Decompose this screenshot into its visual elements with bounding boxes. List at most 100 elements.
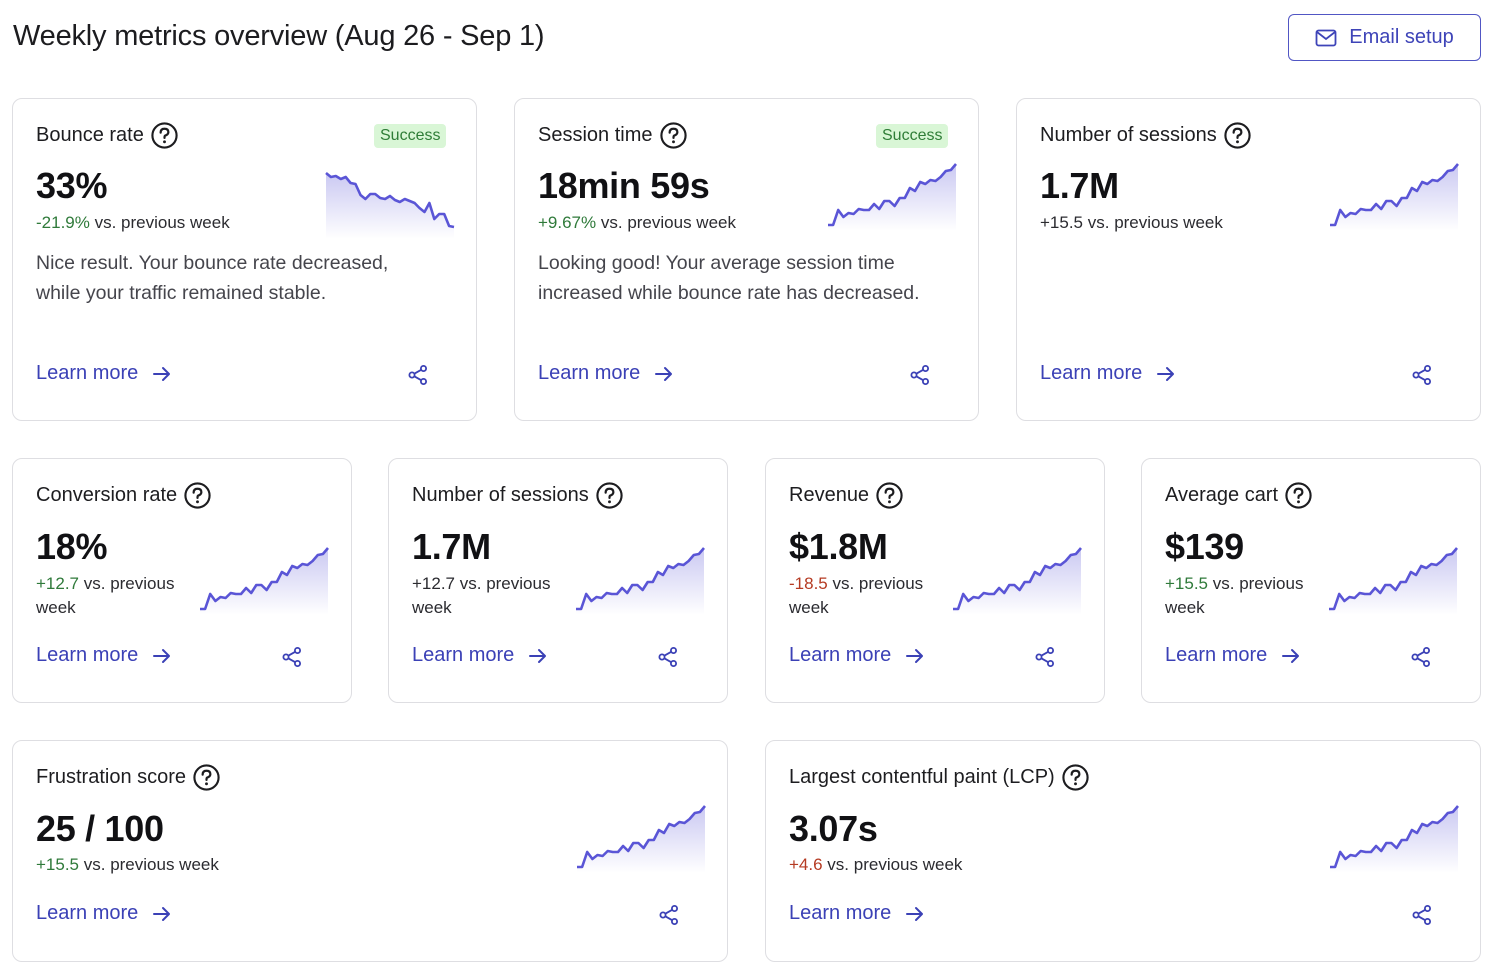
sparkline-chart bbox=[577, 805, 706, 873]
delta-value: -21.9% bbox=[36, 213, 90, 232]
email-setup-label: Email setup bbox=[1349, 26, 1454, 48]
learn-more-link[interactable]: Learn more bbox=[538, 362, 674, 385]
sparkline-chart bbox=[200, 547, 329, 615]
metric-card-number-of-sessions-2: Number of sessions 1.7M +12.7 vs. previo… bbox=[388, 458, 728, 703]
card-title: Bounce rate bbox=[36, 124, 144, 146]
sparkline-area bbox=[1329, 548, 1457, 615]
delta-line: +15.5 vs. previous week bbox=[1040, 211, 1223, 235]
help-icon[interactable] bbox=[595, 481, 624, 510]
card-title: Largest contentful paint (LCP) bbox=[789, 766, 1055, 788]
delta-line: +12.7 vs. previous week bbox=[36, 572, 196, 620]
delta-label: vs. previous week bbox=[412, 574, 551, 617]
delta-label: vs. previous week bbox=[789, 574, 924, 617]
metric-card-average-cart: Average cart $139 +15.5 vs. previous wee… bbox=[1141, 458, 1481, 703]
arrow-right-icon bbox=[153, 648, 171, 663]
delta-label: vs. previous week bbox=[36, 574, 175, 617]
share-icon[interactable] bbox=[909, 364, 931, 386]
arrow-right-icon bbox=[906, 648, 924, 663]
learn-more-link[interactable]: Learn more bbox=[789, 902, 925, 925]
learn-more-link[interactable]: Learn more bbox=[36, 644, 172, 667]
delta-line: -18.5 vs. previous week bbox=[789, 572, 949, 620]
help-icon[interactable] bbox=[1061, 763, 1090, 792]
share-icon[interactable] bbox=[1410, 646, 1432, 668]
card-title: Average cart bbox=[1165, 484, 1279, 506]
delta-value: +12.7 bbox=[412, 574, 456, 593]
status-badge: Success bbox=[374, 124, 447, 148]
learn-more-link[interactable]: Learn more bbox=[789, 644, 925, 667]
sparkline-chart bbox=[576, 547, 705, 615]
sparkline-chart bbox=[1330, 805, 1459, 873]
delta-line: +15.5 vs. previous week bbox=[1165, 572, 1325, 620]
help-icon[interactable] bbox=[659, 121, 688, 150]
learn-more-link[interactable]: Learn more bbox=[36, 902, 172, 925]
delta-label: vs. previous week bbox=[83, 855, 219, 874]
learn-more-link[interactable]: Learn more bbox=[1040, 362, 1176, 385]
sparkline-area bbox=[326, 173, 454, 239]
card-title: Number of sessions bbox=[1040, 124, 1217, 146]
share-icon[interactable] bbox=[657, 646, 679, 668]
card-title: Session time bbox=[538, 124, 653, 146]
status-badge: Success bbox=[876, 124, 949, 148]
email-setup-button[interactable]: Email setup bbox=[1288, 14, 1481, 61]
sparkline-chart bbox=[828, 163, 957, 231]
delta-label: vs. previous week bbox=[827, 855, 963, 874]
delta-line: -21.9% vs. previous week bbox=[36, 211, 230, 235]
metric-value: $1.8M bbox=[789, 526, 888, 567]
metric-value: 1.7M bbox=[412, 526, 491, 567]
mail-icon bbox=[1315, 29, 1337, 46]
share-icon[interactable] bbox=[1034, 646, 1056, 668]
delta-label: vs. previous week bbox=[94, 213, 230, 232]
share-icon[interactable] bbox=[658, 904, 680, 926]
sparkline-chart bbox=[325, 171, 455, 239]
learn-more-link[interactable]: Learn more bbox=[36, 362, 172, 385]
delta-value: +15.5 bbox=[1040, 213, 1084, 232]
sparkline-area bbox=[1330, 164, 1458, 231]
card-title: Conversion rate bbox=[36, 484, 178, 506]
sparkline-line bbox=[577, 805, 706, 869]
share-icon[interactable] bbox=[281, 646, 303, 668]
delta-value: -18.5 bbox=[789, 574, 828, 593]
delta-label: vs. previous week bbox=[1087, 213, 1223, 232]
metric-card-session-time: Session time Success 18min 59s +9.67% vs… bbox=[514, 98, 979, 421]
help-icon[interactable] bbox=[875, 481, 904, 510]
card-title: Revenue bbox=[789, 484, 870, 506]
delta-line: +9.67% vs. previous week bbox=[538, 211, 736, 235]
metric-card-frustration-score: Frustration score 25 / 100 +15.5 vs. pre… bbox=[12, 740, 728, 962]
sparkline-line bbox=[1329, 547, 1458, 611]
help-icon[interactable] bbox=[150, 121, 179, 150]
sparkline-area bbox=[576, 548, 704, 615]
metric-value: 18min 59s bbox=[538, 165, 710, 206]
help-icon[interactable] bbox=[183, 481, 212, 510]
card-title: Number of sessions bbox=[412, 484, 589, 506]
sparkline-line bbox=[1330, 163, 1459, 227]
arrow-right-icon bbox=[1282, 648, 1300, 663]
delta-label: vs. previous week bbox=[1165, 574, 1304, 617]
delta-value: +15.5 bbox=[1165, 574, 1209, 593]
share-icon[interactable] bbox=[407, 364, 429, 386]
help-icon[interactable] bbox=[1223, 121, 1252, 150]
delta-value: +12.7 bbox=[36, 574, 80, 593]
sparkline-line bbox=[828, 163, 957, 227]
learn-more-link[interactable]: Learn more bbox=[1165, 644, 1301, 667]
arrow-right-icon bbox=[906, 906, 924, 921]
metric-card-revenue: Revenue $1.8M -18.5 vs. previous week Le… bbox=[765, 458, 1105, 703]
help-icon[interactable] bbox=[1284, 481, 1313, 510]
delta-value: +4.6 bbox=[789, 855, 823, 874]
metric-card-number-of-sessions: Number of sessions 1.7M +15.5 vs. previo… bbox=[1016, 98, 1481, 421]
learn-more-link[interactable]: Learn more bbox=[412, 644, 548, 667]
card-description: Nice result. Your bounce rate decreased,… bbox=[36, 252, 389, 304]
sparkline-area bbox=[1330, 806, 1458, 873]
metric-value: 18% bbox=[36, 526, 108, 567]
sparkline-chart bbox=[1330, 163, 1459, 231]
metric-card-lcp: Largest contentful paint (LCP) 3.07s +4.… bbox=[765, 740, 1481, 962]
help-icon[interactable] bbox=[192, 763, 221, 792]
share-icon[interactable] bbox=[1411, 364, 1433, 386]
sparkline-line bbox=[576, 547, 705, 611]
sparkline-area bbox=[200, 548, 328, 615]
share-icon[interactable] bbox=[1411, 904, 1433, 926]
metric-value: 33% bbox=[36, 165, 108, 206]
arrow-right-icon bbox=[153, 366, 171, 381]
metric-card-conversion-rate: Conversion rate 18% +12.7 vs. previous w… bbox=[12, 458, 352, 703]
delta-line: +12.7 vs. previous week bbox=[412, 572, 572, 620]
sparkline-line bbox=[953, 547, 1082, 611]
